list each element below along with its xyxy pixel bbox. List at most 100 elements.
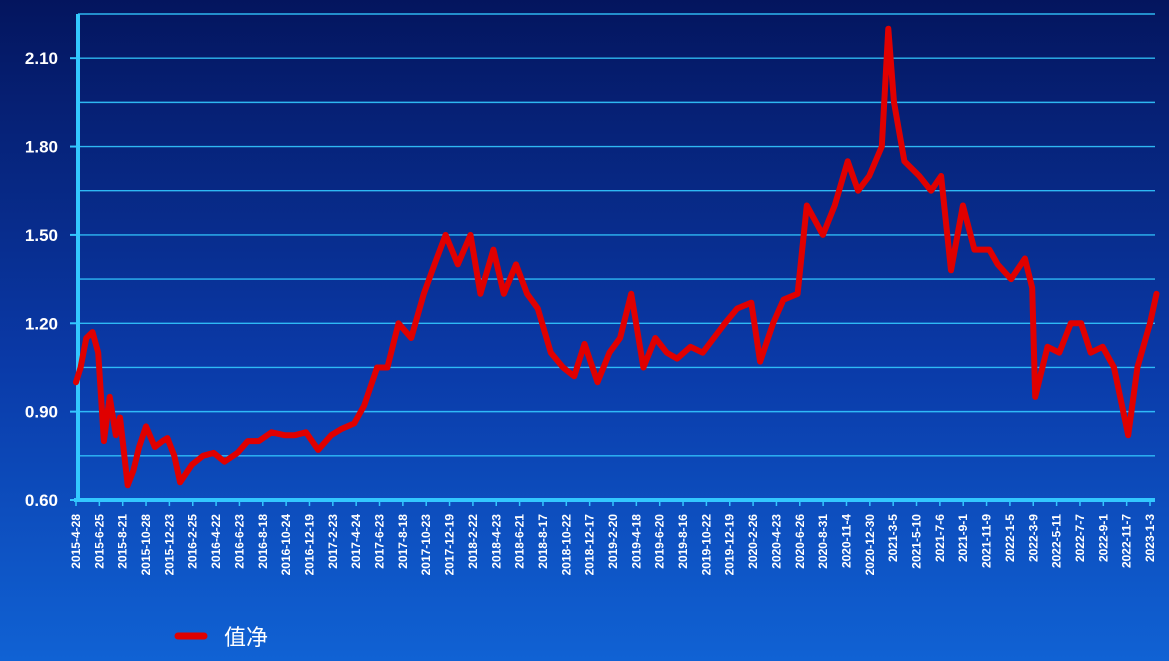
data-point bbox=[606, 350, 612, 356]
data-point bbox=[595, 379, 601, 385]
data-point bbox=[136, 444, 142, 450]
data-point bbox=[1147, 320, 1153, 326]
data-point bbox=[711, 335, 717, 341]
data-point bbox=[855, 188, 861, 194]
x-tick-label: 2022-5-11 bbox=[1050, 514, 1064, 568]
data-point bbox=[282, 432, 288, 438]
data-point bbox=[1068, 320, 1074, 326]
data-point bbox=[866, 173, 872, 179]
x-tick-label: 2019-10-22 bbox=[699, 514, 713, 576]
x-tick-label: 2022-3-9 bbox=[1026, 514, 1040, 562]
y-tick-label: 2.10 bbox=[25, 49, 58, 68]
x-tick-label: 2018-12-17 bbox=[583, 514, 597, 576]
data-point bbox=[421, 291, 427, 297]
data-point bbox=[820, 232, 826, 238]
data-point bbox=[885, 26, 891, 32]
data-point bbox=[189, 462, 195, 468]
data-point bbox=[795, 291, 801, 297]
data-point bbox=[664, 350, 670, 356]
data-point bbox=[177, 479, 183, 485]
data-point bbox=[374, 364, 380, 370]
data-point bbox=[159, 438, 165, 444]
data-point bbox=[477, 291, 483, 297]
data-point bbox=[640, 364, 646, 370]
x-tick-label: 2020-8-31 bbox=[816, 514, 830, 569]
x-axis-tick-labels: 2015-4-28 2015-6-25 2015-8-21 2015-10-28 201… bbox=[69, 514, 1157, 576]
data-point bbox=[292, 432, 298, 438]
data-point bbox=[1088, 350, 1094, 356]
x-tick-label: 2020-6-26 bbox=[793, 514, 807, 569]
data-point bbox=[361, 403, 367, 409]
data-point bbox=[571, 373, 577, 379]
x-tick-label: 2020-4-23 bbox=[769, 514, 783, 569]
data-point bbox=[408, 335, 414, 341]
x-tick-label: 2015-6-25 bbox=[92, 514, 106, 569]
data-point bbox=[770, 320, 776, 326]
data-point bbox=[535, 306, 541, 312]
data-point bbox=[171, 453, 177, 459]
data-point bbox=[1100, 344, 1106, 350]
data-point bbox=[245, 438, 251, 444]
data-point bbox=[164, 435, 170, 441]
data-point bbox=[948, 267, 954, 273]
data-point bbox=[674, 356, 680, 362]
series-layer bbox=[73, 25, 1160, 489]
data-point bbox=[211, 450, 217, 456]
data-point bbox=[95, 350, 101, 356]
data-point bbox=[804, 202, 810, 208]
data-point bbox=[916, 173, 922, 179]
x-tick-label: 2018-4-23 bbox=[489, 514, 503, 569]
legend: 值净 bbox=[174, 626, 268, 651]
x-tick-label: 2015-4-28 bbox=[69, 514, 83, 569]
data-point bbox=[125, 482, 131, 488]
data-point bbox=[89, 329, 95, 335]
data-point bbox=[143, 423, 149, 429]
data-point bbox=[938, 173, 944, 179]
data-point bbox=[1125, 432, 1131, 438]
data-point bbox=[113, 432, 119, 438]
data-point bbox=[269, 429, 275, 435]
data-point bbox=[455, 261, 461, 267]
data-point bbox=[548, 350, 554, 356]
data-point bbox=[303, 429, 309, 435]
data-point bbox=[995, 261, 1001, 267]
data-point bbox=[901, 158, 907, 164]
data-point bbox=[117, 415, 123, 421]
data-point bbox=[107, 394, 113, 400]
data-point bbox=[1111, 364, 1117, 370]
x-tick-label: 2020-12-30 bbox=[863, 514, 877, 576]
y-tick-label: 0.90 bbox=[25, 403, 58, 422]
data-point bbox=[734, 306, 740, 312]
data-point bbox=[501, 291, 507, 297]
x-tick-label: 2017-12-19 bbox=[443, 514, 457, 576]
data-point bbox=[78, 364, 84, 370]
x-tick-label: 2021-11-9 bbox=[980, 514, 994, 568]
x-tick-label: 2016-6-23 bbox=[232, 514, 246, 569]
x-tick-label: 2022-11-7 bbox=[1120, 514, 1134, 568]
x-tick-label: 2022-1-5 bbox=[1003, 514, 1017, 562]
x-tick-label: 2019-12-19 bbox=[723, 514, 737, 576]
data-point bbox=[130, 468, 136, 474]
x-tick-label: 2019-6-20 bbox=[653, 514, 667, 569]
axes bbox=[70, 14, 1155, 506]
data-point bbox=[960, 202, 966, 208]
data-point bbox=[891, 99, 897, 105]
data-point bbox=[748, 300, 754, 306]
data-point bbox=[432, 261, 438, 267]
x-tick-label: 2022-9-1 bbox=[1096, 514, 1110, 562]
x-tick-label: 2021-7-6 bbox=[933, 514, 947, 562]
data-point bbox=[490, 247, 496, 253]
data-point bbox=[1022, 255, 1028, 261]
x-tick-label: 2021-5-10 bbox=[910, 514, 924, 569]
x-tick-label: 2018-2-22 bbox=[466, 514, 480, 569]
data-point bbox=[832, 202, 838, 208]
x-tick-label: 2016-2-25 bbox=[186, 514, 200, 569]
data-point bbox=[1078, 320, 1084, 326]
data-point bbox=[328, 432, 334, 438]
x-tick-label: 2016-12-19 bbox=[302, 514, 316, 576]
data-point bbox=[628, 291, 634, 297]
data-point bbox=[581, 341, 587, 347]
y-tick-label: 1.80 bbox=[25, 138, 58, 157]
